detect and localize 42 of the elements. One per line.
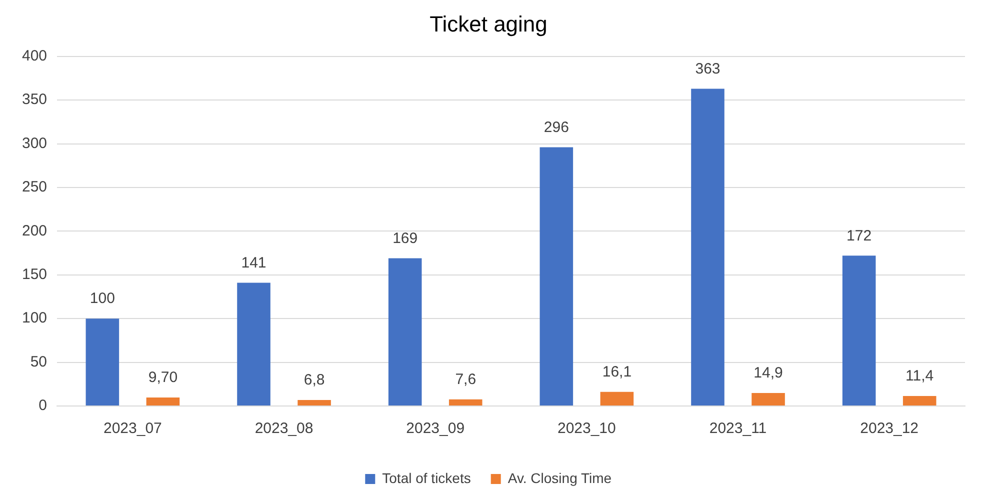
bar [388,258,422,406]
data-label: 9,70 [148,369,178,386]
bar [298,400,331,406]
y-tick-label: 200 [22,222,48,240]
data-label: 172 [846,227,872,244]
bar [237,282,270,406]
x-tick-label: 2023_08 [254,420,314,438]
data-label: 100 [90,290,115,308]
data-label: 363 [695,60,720,78]
x-tick-label: 2023_09 [406,420,465,438]
y-tick-label: 350 [22,91,48,108]
y-tick-label: 300 [22,134,48,152]
data-label: 7,6 [455,371,476,388]
data-label: 11,4 [906,368,934,385]
x-tick-label: 2023_11 [709,420,767,438]
data-label: 16,1 [602,364,632,381]
bar [448,399,482,406]
legend-label: Av. Closing Time [508,470,612,486]
bar [600,392,634,406]
bar [752,392,785,406]
y-tick-label: 50 [30,353,48,370]
data-label: 141 [241,254,266,272]
x-tick-label: 2023_07 [103,420,162,438]
x-tick-label: 2023_10 [557,420,616,438]
y-tick-label: 150 [22,266,48,284]
y-tick-label: 250 [22,178,48,196]
bar [146,398,180,406]
x-tick-label: 2023_12 [860,420,919,438]
data-label: 14,9 [754,364,783,382]
y-tick-label: 100 [22,310,48,327]
bar [842,256,876,406]
chart-title: Ticket aging [430,11,548,36]
data-label: 296 [544,118,569,136]
y-tick-label: 0 [38,397,48,414]
data-label: 6,8 [304,372,325,389]
bar [902,396,936,406]
bar [86,318,120,406]
bar [540,147,574,406]
bar [691,88,724,406]
data-label: 169 [392,230,418,247]
y-tick-label: 400 [22,48,48,65]
legend-label: Total of tickets [382,470,471,486]
